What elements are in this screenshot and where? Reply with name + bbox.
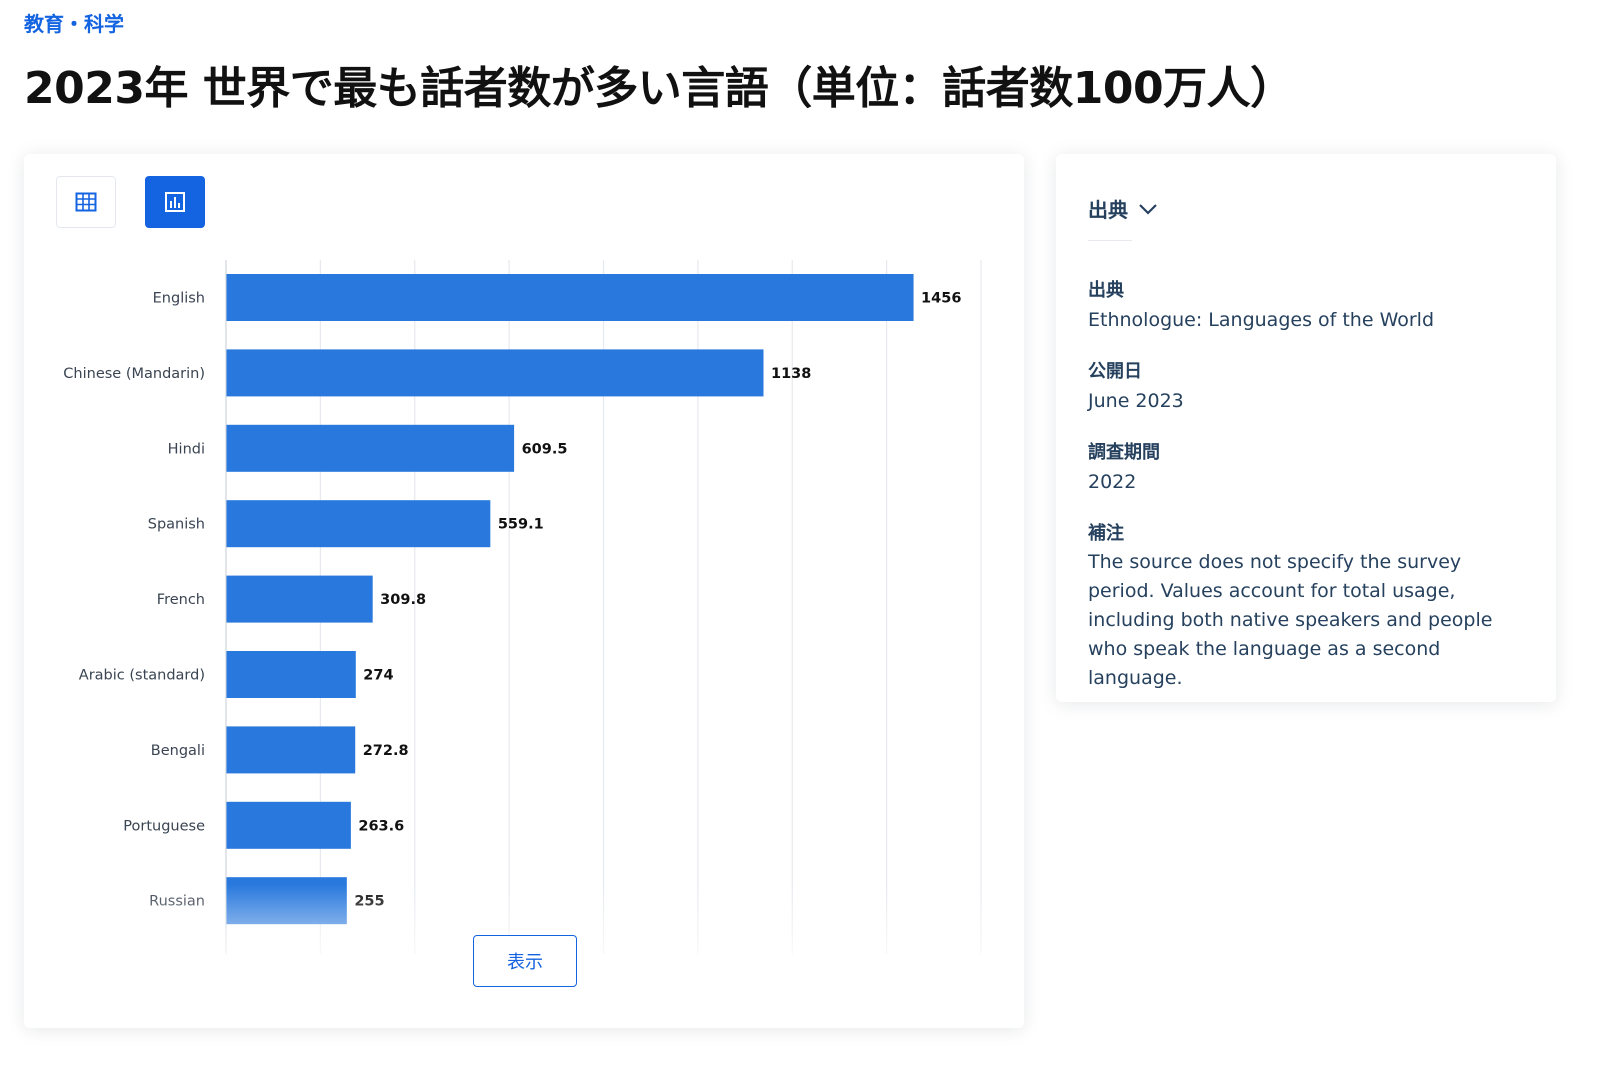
value-label: 309.8 — [380, 592, 426, 608]
source-toggle[interactable]: 出典 — [1088, 194, 1158, 223]
value-label: 609.5 — [522, 441, 568, 457]
chart-card: English 1456 Chinese (Mandarin) 1138 Hindi 60… — [24, 154, 1024, 1028]
bar-chart: English 1456 Chinese (Mandarin) 1138 Hindi 60… — [24, 260, 1024, 984]
bar[interactable] — [226, 575, 373, 623]
bar[interactable] — [226, 801, 351, 849]
source-label: 出典 — [1088, 280, 1124, 301]
value-label: 274 — [363, 668, 393, 684]
chart-view-button[interactable] — [145, 176, 205, 228]
bar[interactable] — [226, 424, 515, 472]
table-view-button[interactable] — [56, 176, 116, 228]
category-label: Chinese (Mandarin) — [63, 366, 205, 382]
bar[interactable] — [226, 500, 491, 548]
source-value: Ethnologue: Languages of the World — [1088, 309, 1435, 331]
value-label: 272.8 — [363, 743, 409, 759]
value-label: 559.1 — [498, 517, 544, 533]
value-label: 1138 — [771, 366, 811, 382]
toggle-divider — [1088, 240, 1132, 241]
bar[interactable] — [226, 274, 914, 321]
published-label: 公開日 — [1088, 361, 1142, 382]
bar-chart-icon — [165, 192, 185, 212]
category-label: English — [153, 291, 205, 307]
published-value: June 2023 — [1088, 390, 1184, 412]
source-panel: 出典 出典 Ethnologue: Languages of the World… — [1056, 154, 1556, 702]
bar[interactable] — [226, 726, 356, 774]
category-label: Arabic (standard) — [79, 668, 205, 684]
category-link[interactable]: 教育・科学 — [24, 12, 124, 36]
bar[interactable] — [226, 349, 764, 397]
notes-label: 補注 — [1088, 523, 1124, 544]
survey-period-label: 調査期間 — [1088, 442, 1160, 463]
category-label: Spanish — [148, 517, 205, 533]
notes-value: The source does not specify the survey p… — [1088, 551, 1493, 689]
category-label: Portuguese — [123, 818, 205, 834]
category-label: Bengali — [151, 743, 205, 759]
category-label: French — [157, 592, 205, 608]
show-button[interactable]: 表示 — [473, 935, 577, 987]
chevron-down-icon — [1139, 203, 1157, 215]
category-label: Hindi — [168, 441, 205, 457]
value-label: 1456 — [921, 291, 961, 307]
page-title: 2023年 世界で最も話者数が多い言語（単位：話者数100万人） — [24, 63, 1294, 114]
survey-period-value: 2022 — [1088, 471, 1137, 493]
value-label: 263.6 — [358, 818, 404, 834]
bar[interactable] — [226, 651, 356, 698]
table-grid-icon — [75, 192, 97, 212]
source-toggle-label: 出典 — [1088, 198, 1128, 222]
